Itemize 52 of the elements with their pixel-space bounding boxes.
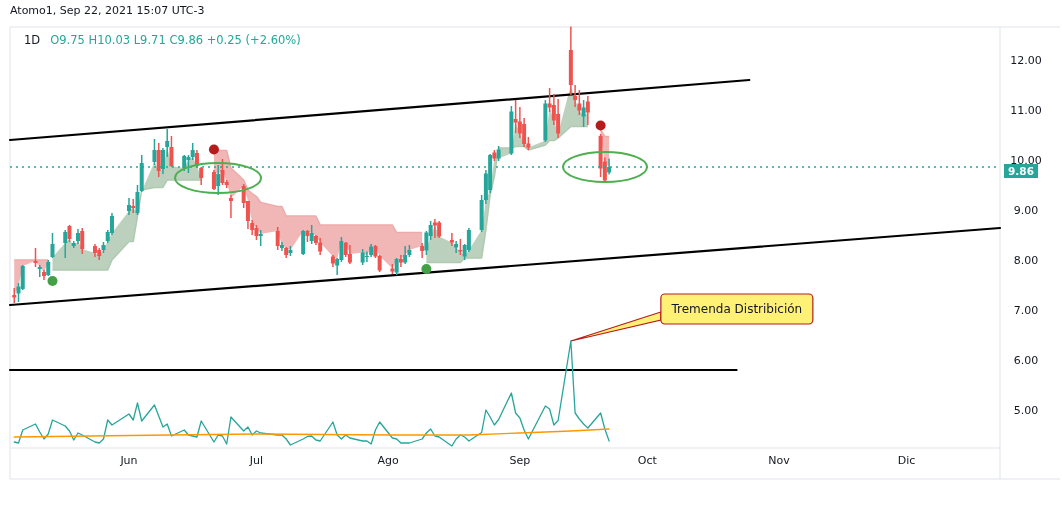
candlestick — [135, 184, 140, 216]
candlestick — [556, 98, 561, 139]
candlestick — [12, 287, 17, 304]
candlestick — [63, 229, 68, 259]
candlestick — [131, 198, 136, 214]
candlestick — [432, 218, 437, 239]
candlestick — [211, 169, 216, 191]
candlestick — [347, 244, 352, 265]
y-tick-label: 6.00 — [1013, 354, 1039, 367]
x-tick-label: Ago — [377, 454, 400, 467]
candlestick — [301, 229, 306, 256]
x-tick-label: Oct — [637, 454, 658, 467]
candlestick — [449, 232, 454, 247]
y-tick-label: 9.00 — [1013, 204, 1039, 217]
line-series — [13, 428, 610, 438]
candlestick — [20, 264, 25, 291]
candlestick — [220, 158, 225, 186]
y-tick-label: 7.00 — [1013, 304, 1039, 317]
candlestick — [50, 232, 55, 259]
candlestick — [585, 95, 590, 126]
annotation: Tremenda Distribición — [670, 302, 803, 316]
x-tick-label: Jul — [248, 454, 264, 467]
text: 1D — [24, 33, 41, 47]
candlestick — [309, 224, 314, 245]
candlestick — [581, 99, 586, 128]
x-tick-label: Sep — [509, 454, 531, 467]
candlestick — [156, 142, 161, 178]
x-tick-label: Jun — [119, 454, 138, 467]
candlestick — [80, 227, 85, 255]
y-tick-label: 5.00 — [1013, 404, 1039, 417]
candlestick — [513, 99, 518, 134]
candlestick — [466, 227, 471, 253]
candlestick — [275, 226, 280, 251]
y-tick-label: 10.00 — [1010, 154, 1042, 167]
y-tick-label: 11.00 — [1010, 104, 1042, 117]
point — [208, 144, 219, 155]
ref-line-label: 9.86 — [1008, 165, 1034, 177]
y-tick-label: 12.00 — [1010, 54, 1042, 67]
line-series — [13, 340, 610, 447]
x-tick-label: Nov — [768, 454, 791, 467]
point — [421, 264, 432, 274]
candlestick — [573, 84, 578, 108]
point — [47, 276, 58, 286]
candlestick — [33, 247, 38, 268]
candlestick — [577, 89, 582, 116]
y-tick-label: 8.00 — [1013, 254, 1039, 267]
candlestick — [169, 135, 174, 168]
candlestick — [228, 194, 233, 219]
point — [595, 120, 606, 131]
x-tick-label: Dic — [897, 454, 916, 467]
text: O9.75 H10.03 L9.71 C9.86 +0.25 (+2.60%) — [50, 33, 301, 47]
text: Atomo1, Sep 22, 2021 15:07 UTC-3 — [10, 4, 205, 17]
